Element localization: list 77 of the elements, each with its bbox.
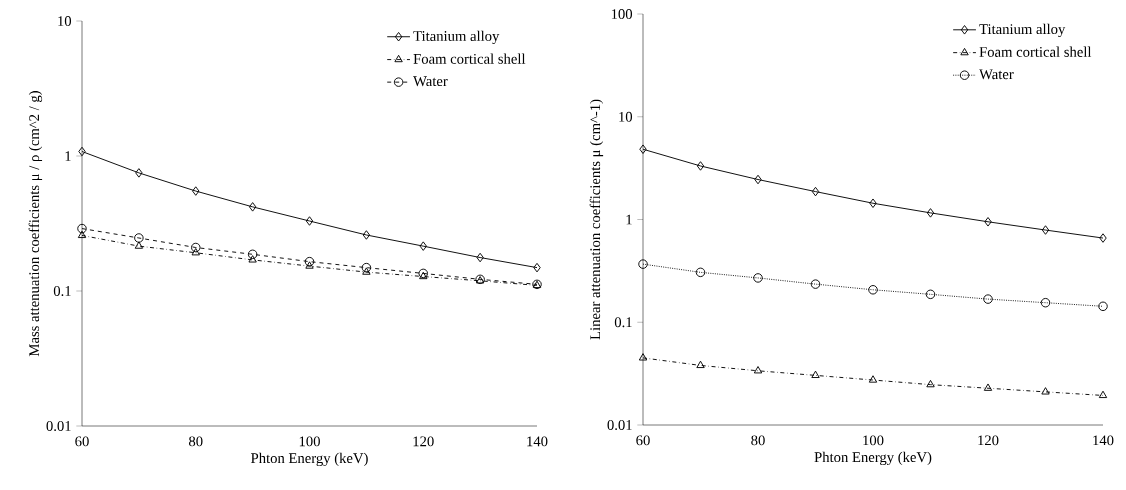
point xyxy=(638,259,648,269)
point xyxy=(77,230,87,239)
point xyxy=(134,233,144,243)
point xyxy=(696,161,705,171)
x-axis-title: Phton Energy (keV) xyxy=(251,452,368,467)
legend-label: Water xyxy=(979,69,1014,80)
legend-label: Foam cortical shell xyxy=(979,46,1092,57)
point xyxy=(869,198,877,208)
point xyxy=(753,366,763,374)
point xyxy=(1040,297,1051,308)
y-axis-title: Linear attenuation coefficients μ (cm^-1) xyxy=(589,99,604,340)
point xyxy=(192,186,200,196)
point xyxy=(1098,390,1108,399)
point xyxy=(1099,233,1107,243)
point xyxy=(191,248,200,256)
point xyxy=(1041,225,1050,235)
point xyxy=(1098,301,1108,312)
point xyxy=(925,289,936,300)
y-tick-label: 10 xyxy=(58,16,72,26)
y-tick-label: 0.1 xyxy=(53,286,71,296)
point xyxy=(77,223,87,234)
y-tick-label: 0.01 xyxy=(46,421,71,431)
point xyxy=(868,375,878,383)
point xyxy=(696,360,705,369)
point xyxy=(983,383,993,391)
point xyxy=(476,252,484,263)
x-tick-label: 60 xyxy=(75,436,89,447)
point xyxy=(362,230,371,240)
point xyxy=(754,174,762,185)
point xyxy=(695,267,706,278)
legend-label: Titanium alloy xyxy=(413,30,500,44)
x-tick-label: 120 xyxy=(413,436,434,447)
y-tick-label: 100 xyxy=(611,9,633,19)
legend-label: Titanium alloy xyxy=(979,23,1066,38)
x-tick-label: 120 xyxy=(978,435,999,446)
point xyxy=(638,353,648,361)
point xyxy=(135,168,143,178)
point xyxy=(248,255,257,263)
legend-label: Foam cortical shell xyxy=(413,53,526,64)
x-tick-label: 100 xyxy=(299,436,320,447)
point xyxy=(926,208,935,218)
y-tick-label: 10 xyxy=(619,111,633,122)
point xyxy=(247,249,258,260)
point xyxy=(753,273,763,283)
x-tick-label: 100 xyxy=(863,435,884,446)
y-tick-label: 1 xyxy=(65,151,71,161)
x-tick-label: 60 xyxy=(636,435,650,446)
point xyxy=(868,285,878,295)
point xyxy=(248,202,257,212)
point xyxy=(191,242,201,253)
y-tick-label: 1 xyxy=(626,214,632,225)
point xyxy=(811,186,820,197)
y-tick-label: 0.01 xyxy=(607,420,632,430)
x-tick-label: 80 xyxy=(751,435,765,446)
point xyxy=(305,261,314,269)
point xyxy=(811,370,820,378)
point xyxy=(305,216,314,226)
y-tick-label: 0.1 xyxy=(614,317,632,328)
point xyxy=(361,262,372,273)
x-tick-label: 140 xyxy=(1093,435,1114,446)
point xyxy=(362,267,371,275)
point xyxy=(304,256,315,267)
point xyxy=(926,379,935,388)
point xyxy=(533,262,541,273)
legend-label: Water xyxy=(413,76,448,87)
point xyxy=(983,294,993,304)
x-axis-title: Phton Energy (keV) xyxy=(814,451,932,466)
y-axis-title: Mass attenuation coefficients μ / ρ (cm^2 / g) xyxy=(28,91,43,357)
point xyxy=(134,241,144,249)
point xyxy=(78,146,86,157)
point xyxy=(1041,387,1050,395)
point xyxy=(419,241,427,251)
point xyxy=(810,279,821,289)
point xyxy=(984,217,992,227)
x-tick-label: 80 xyxy=(188,436,203,447)
point xyxy=(639,144,647,154)
x-tick-label: 140 xyxy=(527,436,548,447)
